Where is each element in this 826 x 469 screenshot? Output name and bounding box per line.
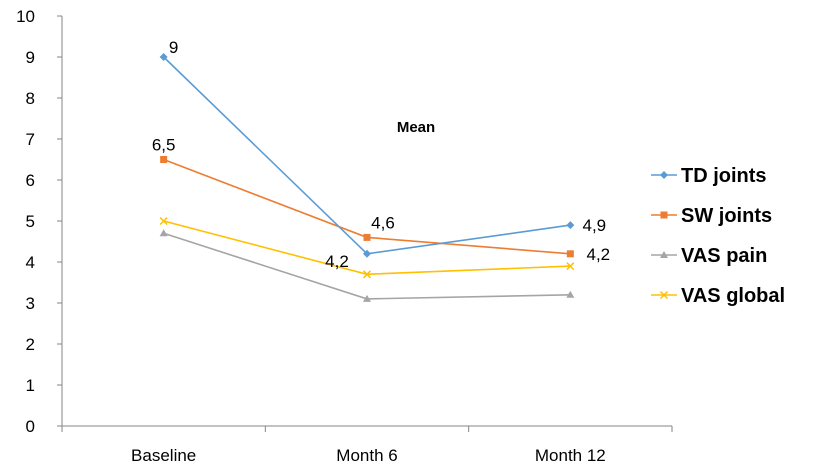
y-tick-label: 8 (26, 89, 35, 108)
legend-marker (660, 211, 668, 219)
series-line (163, 56, 571, 255)
legend-label: TD joints (681, 165, 767, 187)
y-tick-label: 7 (26, 130, 35, 149)
y-tick-label: 9 (26, 48, 35, 67)
data-point (566, 250, 574, 258)
series-vas-global (159, 216, 575, 279)
data-point (362, 270, 372, 279)
y-tick-label: 4 (26, 253, 35, 272)
series-lines (159, 53, 575, 302)
data-label: 4,2 (587, 245, 611, 264)
legend-item: TD joints (651, 165, 767, 187)
axes: 0 1 2 3 4 5 6 7 8 9 10 Baseline Month 6 Month 12 (16, 7, 673, 465)
data-label: 4,6 (371, 213, 395, 232)
y-tick-label: 2 (26, 335, 35, 354)
x-tick-label: Month 6 (336, 446, 397, 465)
data-point (566, 290, 575, 298)
data-point (363, 294, 371, 302)
y-tick-label: 6 (26, 171, 35, 190)
y-tick-label: 0 (26, 417, 35, 436)
data-point (159, 229, 168, 237)
legend-marker (660, 251, 668, 258)
series-line (163, 220, 571, 276)
x-tick-label: Month 12 (535, 446, 606, 465)
chart-title: Mean (397, 119, 435, 136)
legend-label: VAS global (681, 285, 785, 307)
legend-label: SW joints (681, 205, 772, 227)
series-vas-pain (159, 229, 575, 302)
legend-item: SW joints (651, 205, 772, 227)
data-label: 4,9 (583, 216, 607, 235)
data-point (159, 53, 168, 61)
data-point (160, 156, 168, 163)
y-tick-label: 3 (26, 294, 35, 313)
legend-marker (660, 171, 668, 179)
y-tick-label: 1 (26, 376, 35, 395)
data-label: 9 (169, 38, 178, 57)
series-td-joints (159, 53, 575, 258)
data-point (363, 249, 371, 258)
legend: TD joints SW joints VAS pain VAS global (651, 165, 785, 307)
legend-label: VAS pain (681, 245, 767, 267)
data-point (566, 262, 575, 271)
x-tick-label: Baseline (131, 446, 196, 465)
series-line (163, 232, 571, 300)
legend-item: VAS pain (651, 245, 767, 267)
data-point (363, 233, 371, 241)
legend-item: VAS global (651, 285, 785, 307)
data-label: 4,2 (325, 252, 349, 271)
y-tick-label: 5 (26, 212, 35, 231)
legend-marker (659, 290, 669, 300)
data-label: 6,5 (152, 136, 176, 155)
data-point (566, 221, 575, 230)
data-labels: 9 4,2 4,9 6,5 4,6 4,2 (152, 38, 610, 271)
series-sw-joints (160, 156, 574, 258)
data-point (159, 216, 168, 226)
y-tick-label: 10 (16, 7, 35, 26)
